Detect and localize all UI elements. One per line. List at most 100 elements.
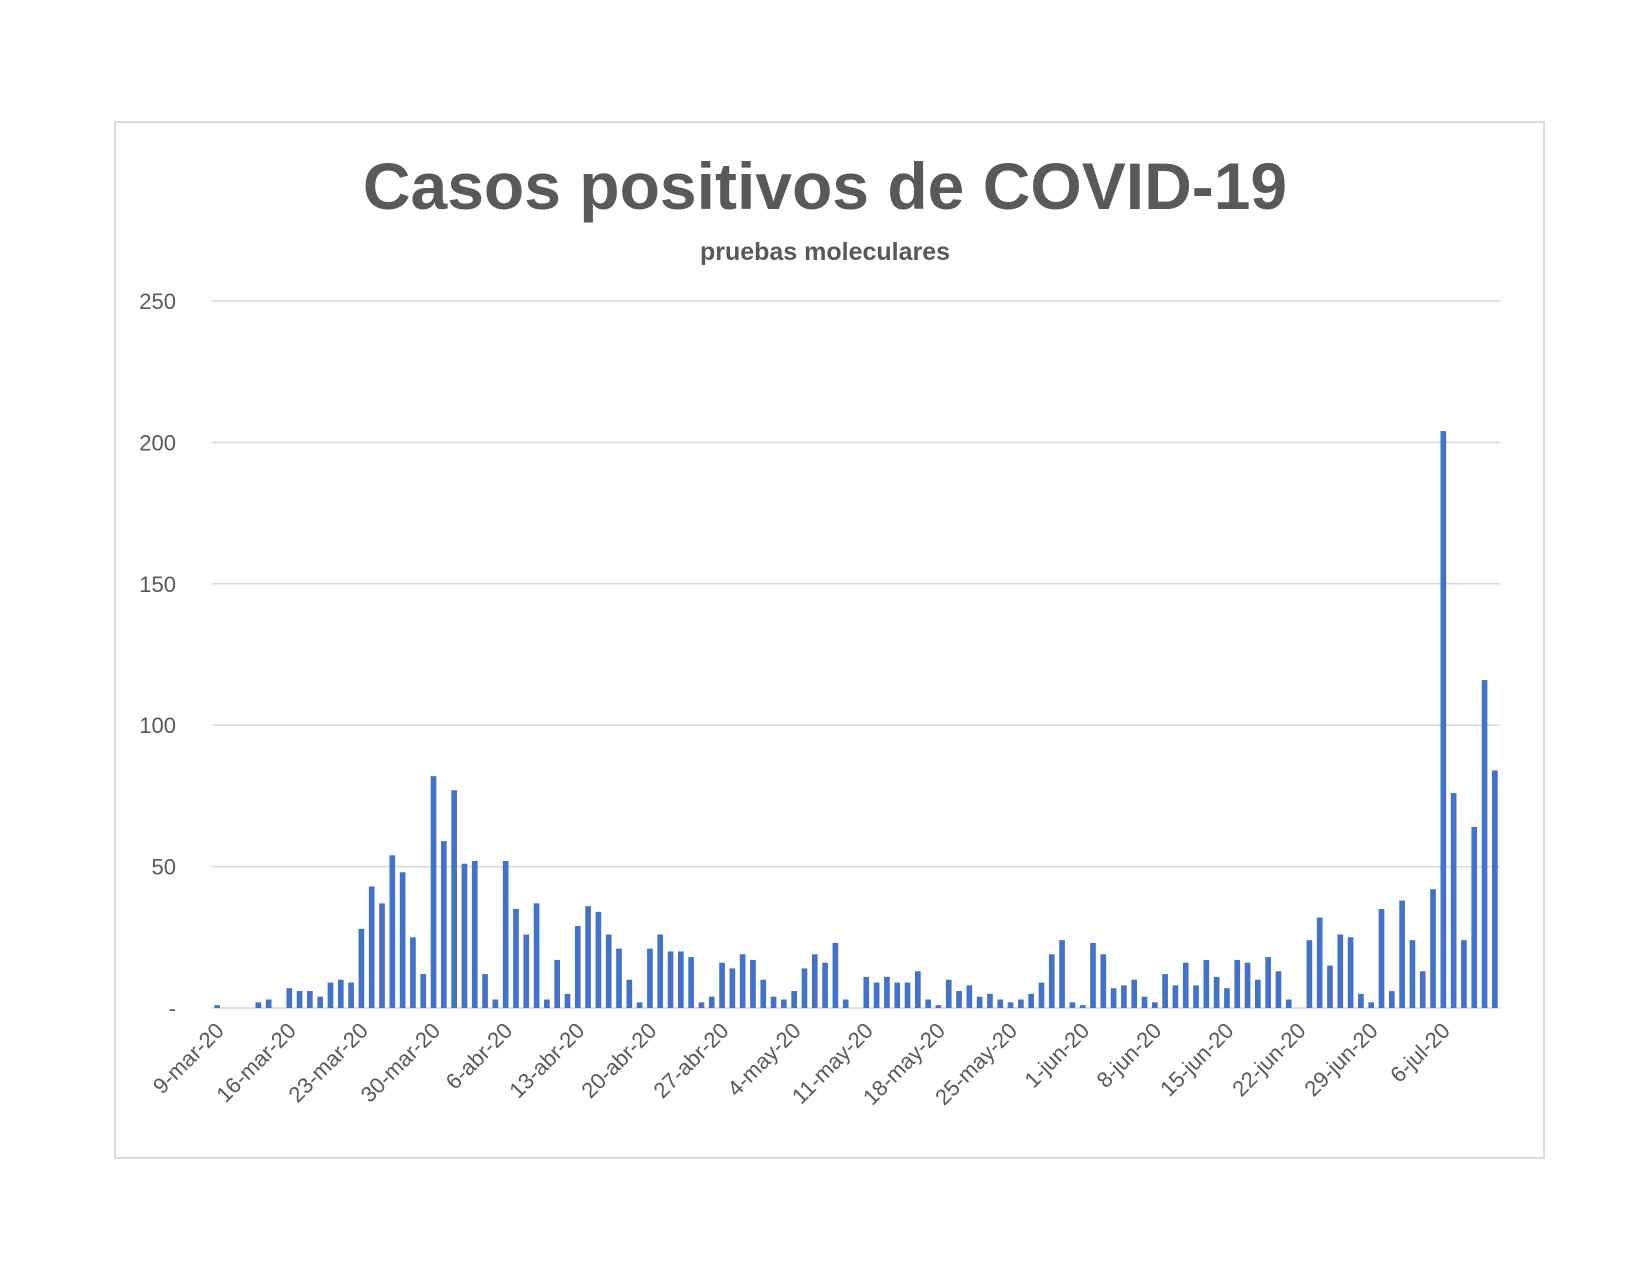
- bar: [420, 974, 427, 1008]
- bar: [935, 1005, 942, 1008]
- bar: [894, 982, 901, 1008]
- y-axis-ticks: - 50 100 150 200 250: [139, 289, 176, 1021]
- bar: [976, 996, 983, 1008]
- y-tick-label: 150: [139, 572, 176, 597]
- bar: [1265, 957, 1271, 1008]
- bar: [1203, 959, 1210, 1008]
- bar: [1316, 917, 1323, 1008]
- bar: [1368, 1002, 1375, 1008]
- bar: [1234, 959, 1241, 1008]
- bar: [884, 976, 890, 1008]
- bar: [1121, 985, 1127, 1008]
- bar: [337, 979, 344, 1008]
- bar: [1100, 954, 1107, 1008]
- bar: [399, 872, 406, 1008]
- bar: [863, 976, 870, 1008]
- bar: [956, 991, 962, 1008]
- bar: [348, 982, 354, 1008]
- x-tick-label: 6-jul-20: [1385, 1018, 1455, 1088]
- bar: [1399, 900, 1405, 1008]
- bar: [636, 1002, 643, 1008]
- bar: [1378, 909, 1385, 1008]
- y-tick-label: 250: [139, 289, 176, 314]
- bar: [1244, 962, 1251, 1008]
- bar: [574, 925, 581, 1008]
- y-tick-label: 200: [139, 430, 176, 455]
- bar: [441, 841, 447, 1008]
- bar: [750, 959, 756, 1008]
- bar: [729, 968, 736, 1008]
- bar: [410, 937, 416, 1008]
- bar: [307, 991, 313, 1008]
- bar: [1409, 940, 1416, 1008]
- bar: [832, 942, 839, 1008]
- bar: [760, 979, 767, 1008]
- bar: [265, 999, 272, 1008]
- bar: [368, 886, 375, 1008]
- x-tick-label: 1-jun-20: [1019, 1018, 1094, 1093]
- bar: [1048, 954, 1055, 1008]
- bar: [1110, 988, 1117, 1008]
- bar: [214, 1005, 220, 1008]
- bar: [595, 911, 602, 1008]
- gridlines: [212, 300, 1500, 1009]
- bar: [925, 999, 931, 1008]
- bar: [1038, 982, 1045, 1008]
- bar: [1388, 991, 1395, 1008]
- bar: [770, 996, 777, 1008]
- bar: [1492, 770, 1498, 1008]
- bar: [1275, 971, 1282, 1008]
- bar: [811, 954, 818, 1008]
- bar: [1028, 993, 1035, 1008]
- x-tick-label: 8-jun-20: [1092, 1018, 1167, 1093]
- bar: [698, 1002, 705, 1008]
- x-tick-label: 27-abr-20: [648, 1018, 733, 1103]
- bar: [1141, 996, 1148, 1008]
- bar: [286, 988, 293, 1008]
- bar: [523, 934, 530, 1008]
- bar: [492, 999, 499, 1008]
- bar: [1481, 679, 1488, 1008]
- bar: [1007, 1002, 1014, 1008]
- bar: [471, 860, 478, 1008]
- bar: [358, 928, 365, 1008]
- bar: [914, 971, 921, 1008]
- bar: [451, 790, 457, 1008]
- x-tick-label: 15-jun-20: [1155, 1018, 1238, 1101]
- bar: [1182, 962, 1189, 1008]
- bar: [781, 999, 787, 1008]
- bar: [791, 991, 798, 1008]
- bar: [1069, 1002, 1076, 1008]
- bar: [987, 993, 993, 1008]
- bar: [842, 999, 849, 1008]
- y-tick-label: 50: [152, 855, 176, 880]
- bar: [513, 909, 519, 1008]
- bar: [1213, 976, 1220, 1008]
- bar: [647, 948, 653, 1008]
- x-tick-label: 13-abr-20: [504, 1018, 589, 1103]
- bar: [822, 962, 828, 1008]
- bar: [1079, 1005, 1086, 1008]
- bar: [1090, 942, 1096, 1008]
- bar: [461, 863, 468, 1008]
- bars: [214, 431, 1498, 1008]
- bar: [657, 934, 664, 1008]
- bar: [688, 957, 694, 1008]
- bar: [626, 979, 633, 1008]
- bar: [296, 991, 303, 1008]
- bar: [1172, 985, 1179, 1008]
- chart-title: Casos positivos de COVID-19: [362, 149, 1288, 223]
- bar: [1285, 999, 1292, 1008]
- bar: [564, 993, 571, 1008]
- bar: [502, 860, 509, 1008]
- bar: [1461, 940, 1467, 1008]
- bar: [1347, 937, 1354, 1008]
- bar: [801, 968, 808, 1008]
- bar: [1419, 971, 1426, 1008]
- bar: [616, 948, 622, 1008]
- bar: [1193, 985, 1199, 1008]
- bar: [1450, 793, 1457, 1008]
- bar: [904, 982, 911, 1008]
- bar: [719, 962, 725, 1008]
- bar: [966, 985, 973, 1008]
